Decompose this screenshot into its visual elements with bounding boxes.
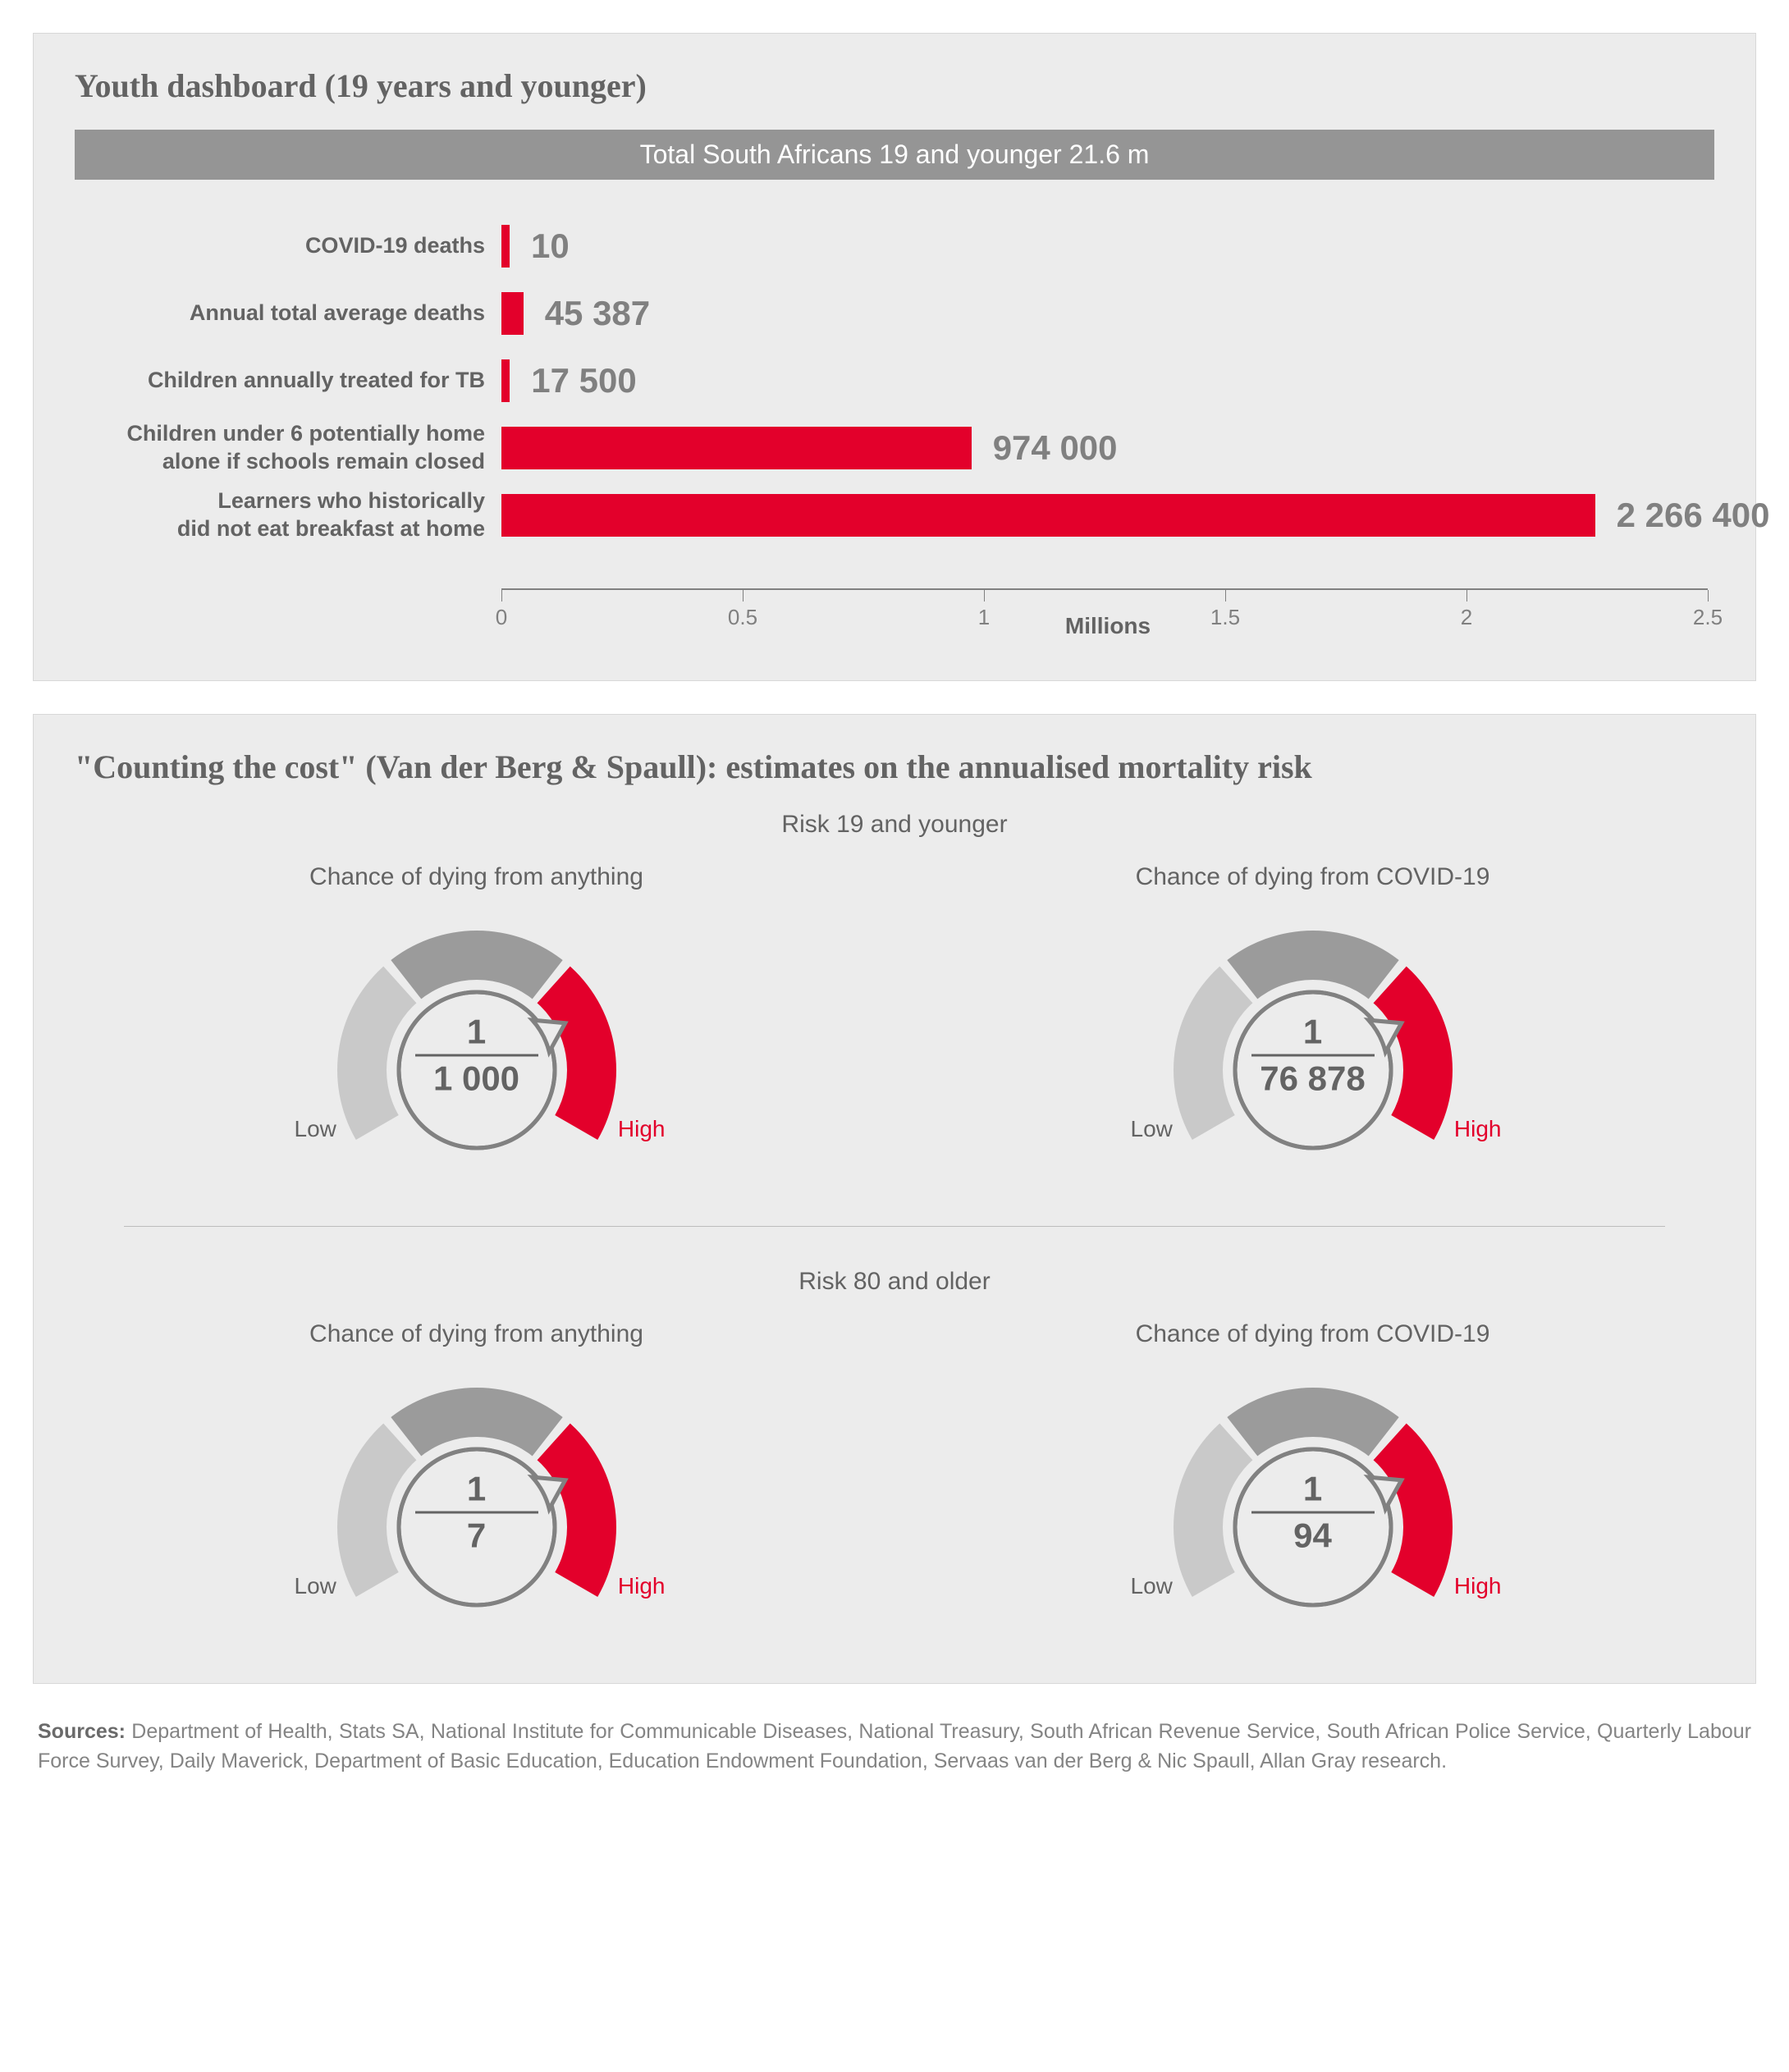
bar-row: Children annually treated for TB17 500 <box>501 347 1714 414</box>
gauge-high-label: High <box>1454 1116 1502 1142</box>
gauge-low-label: Low <box>295 1116 336 1142</box>
gauge-high-label: High <box>618 1116 666 1142</box>
bar-value: 974 000 <box>993 428 1118 468</box>
bar-row: Learners who historicallydid not eat bre… <box>501 482 1714 549</box>
gauge: Low High 11 000 <box>288 914 666 1185</box>
bar-fill <box>501 225 510 268</box>
x-tick <box>1225 590 1226 601</box>
gauge: Low High 17 <box>288 1371 666 1642</box>
gauge-row: Chance of dying from anythingLowHigh17Ch… <box>75 1320 1714 1642</box>
gauge-caption: Chance of dying from COVID-19 <box>911 863 1714 891</box>
risk-section-title: Risk 19 and younger <box>75 811 1714 839</box>
risk-section-title: Risk 80 and older <box>75 1268 1714 1296</box>
x-tick <box>1708 590 1709 601</box>
youth-bar-chart: COVID-19 deaths10Annual total average de… <box>75 213 1714 639</box>
bar-label: Annual total average deaths <box>75 300 485 327</box>
bar-fill <box>501 359 510 402</box>
gauge-caption: Chance of dying from COVID-19 <box>911 1320 1714 1348</box>
total-banner: Total South Africans 19 and younger 21.6… <box>75 130 1714 180</box>
gauge-high-label: High <box>618 1573 666 1599</box>
sources-prefix: Sources: <box>38 1720 126 1743</box>
gauge-high-label: High <box>1454 1573 1502 1599</box>
bar-fill <box>501 292 524 335</box>
gauge-cell: Chance of dying from COVID-19 Low High 194 <box>911 1320 1714 1642</box>
bar-label: Learners who historicallydid not eat bre… <box>75 487 485 543</box>
x-tick <box>501 590 502 601</box>
gauge-low-label: Low <box>1131 1116 1173 1142</box>
sources-footer: Sources: Department of Health, Stats SA,… <box>33 1717 1756 1777</box>
youth-dashboard-panel: Youth dashboard (19 years and younger) T… <box>33 33 1756 681</box>
mortality-title: "Counting the cost" (Van der Berg & Spau… <box>75 748 1714 786</box>
bar-value: 45 387 <box>545 294 650 333</box>
bar-label: Children annually treated for TB <box>75 367 485 395</box>
gauge-ratio: 194 <box>1251 1471 1375 1553</box>
bar-value: 17 500 <box>531 361 636 400</box>
section-divider <box>124 1226 1665 1227</box>
youth-title: Youth dashboard (19 years and younger) <box>75 66 1714 105</box>
bar-fill <box>501 494 1595 537</box>
bar-label: Children under 6 potentially homealone i… <box>75 420 485 476</box>
x-tick <box>743 590 744 601</box>
gauge-low-label: Low <box>1131 1573 1173 1599</box>
x-tick <box>984 590 985 601</box>
gauge-cell: Chance of dying from COVID-19 Low High 176 … <box>911 863 1714 1185</box>
sources-text: Department of Health, Stats SA, National… <box>38 1720 1751 1772</box>
x-axis-title: Millions <box>501 613 1714 639</box>
bar-row: Children under 6 potentially homealone i… <box>501 414 1714 482</box>
bar-label: COVID-19 deaths <box>75 232 485 260</box>
gauge: Low High 176 878 <box>1124 914 1502 1185</box>
gauge: Low High 194 <box>1124 1371 1502 1642</box>
bar-row: COVID-19 deaths10 <box>501 213 1714 280</box>
x-tick <box>1466 590 1467 601</box>
gauge-cell: Chance of dying from anything Low High 11 0… <box>75 863 878 1185</box>
bar-fill <box>501 427 972 469</box>
gauge-caption: Chance of dying from anything <box>75 863 878 891</box>
gauge-caption: Chance of dying from anything <box>75 1320 878 1348</box>
gauge-ratio: 11 000 <box>415 1014 538 1095</box>
gauge-cell: Chance of dying from anything Low High 17 <box>75 1320 878 1642</box>
gauge-ratio: 176 878 <box>1251 1014 1375 1095</box>
gauge-row: Chance of dying from anything Low High 11 0… <box>75 863 1714 1185</box>
bar-value: 10 <box>531 226 570 266</box>
bar-row: Annual total average deaths45 387 <box>501 280 1714 347</box>
x-axis: 00.511.522.5 <box>501 588 1708 590</box>
mortality-risk-panel: "Counting the cost" (Van der Berg & Spau… <box>33 714 1756 1684</box>
bar-value: 2 266 400 <box>1617 496 1770 535</box>
gauge-ratio: 17 <box>415 1471 538 1553</box>
gauge-low-label: Low <box>295 1573 336 1599</box>
